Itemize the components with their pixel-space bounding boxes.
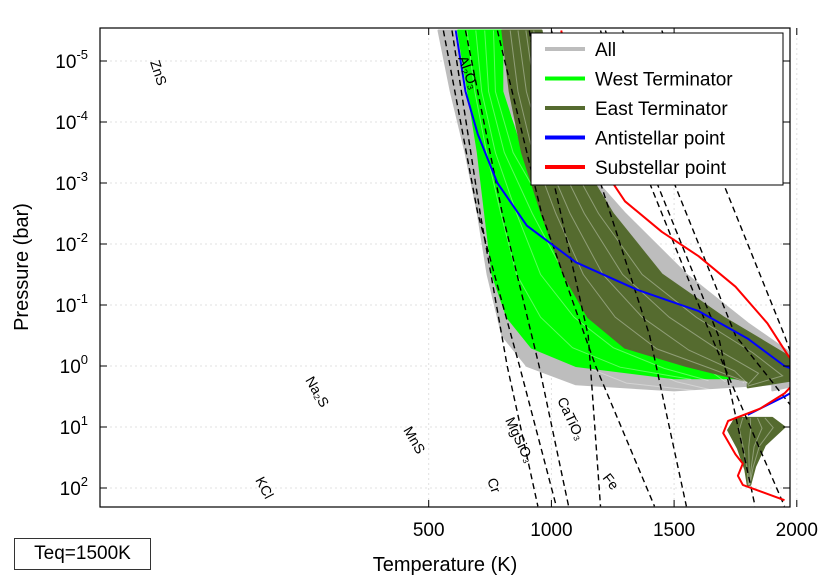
condensation-label: Cr	[484, 476, 504, 496]
y-axis-title: Pressure (bar)	[11, 203, 33, 331]
legend-label: Substellar point	[595, 158, 727, 179]
plot-frame	[99, 27, 791, 508]
x-tick-label: 2000	[776, 520, 818, 541]
profile-strand	[748, 417, 763, 485]
profile-strand	[749, 417, 774, 485]
y-tick-label: 10-2	[55, 230, 88, 256]
y-tick-label: 100	[60, 352, 88, 378]
x-tick-label: 1000	[530, 520, 572, 541]
legend-label: All	[595, 40, 616, 61]
y-tick-label: 10-4	[55, 108, 88, 134]
y-tick-label: 101	[60, 413, 88, 439]
y-tick-label: 10-5	[55, 47, 88, 73]
axis-ticks: 5001000150020002500300010-510-410-310-21…	[55, 28, 818, 541]
y-tick-label: 10-3	[55, 169, 88, 195]
condensation-curve-KCl	[451, 30, 539, 507]
envelope-deep-profiles	[727, 416, 786, 486]
legend-label: West Terminator	[595, 70, 733, 91]
profile-antistellar-point	[454, 30, 790, 416]
x-axis-title: Temperature (K)	[373, 554, 518, 576]
y-tick-label: 10-1	[55, 291, 88, 317]
profile-strand	[748, 417, 752, 485]
profile-strand	[475, 30, 709, 382]
y-tick-label: 102	[60, 474, 88, 500]
x-tick-label: 500	[413, 520, 445, 541]
teq-annotation: Teq=1500K	[14, 538, 151, 570]
profile-strand	[738, 417, 749, 486]
condensation-curve-Na₂S	[464, 30, 570, 507]
profile-strand	[509, 30, 748, 383]
condensation-label: ZnS	[147, 58, 170, 87]
grid	[100, 28, 798, 507]
legend: All West Terminator East Terminator Antiste…	[530, 32, 784, 186]
x-tick-label: 1500	[653, 520, 695, 541]
condensation-curve-ZnS	[442, 30, 557, 507]
profile-strand	[466, 30, 692, 380]
condensation-curve-MnS	[496, 30, 656, 507]
legend-label: East Terminator	[595, 99, 728, 120]
legend-label: Antistellar point	[595, 129, 726, 150]
